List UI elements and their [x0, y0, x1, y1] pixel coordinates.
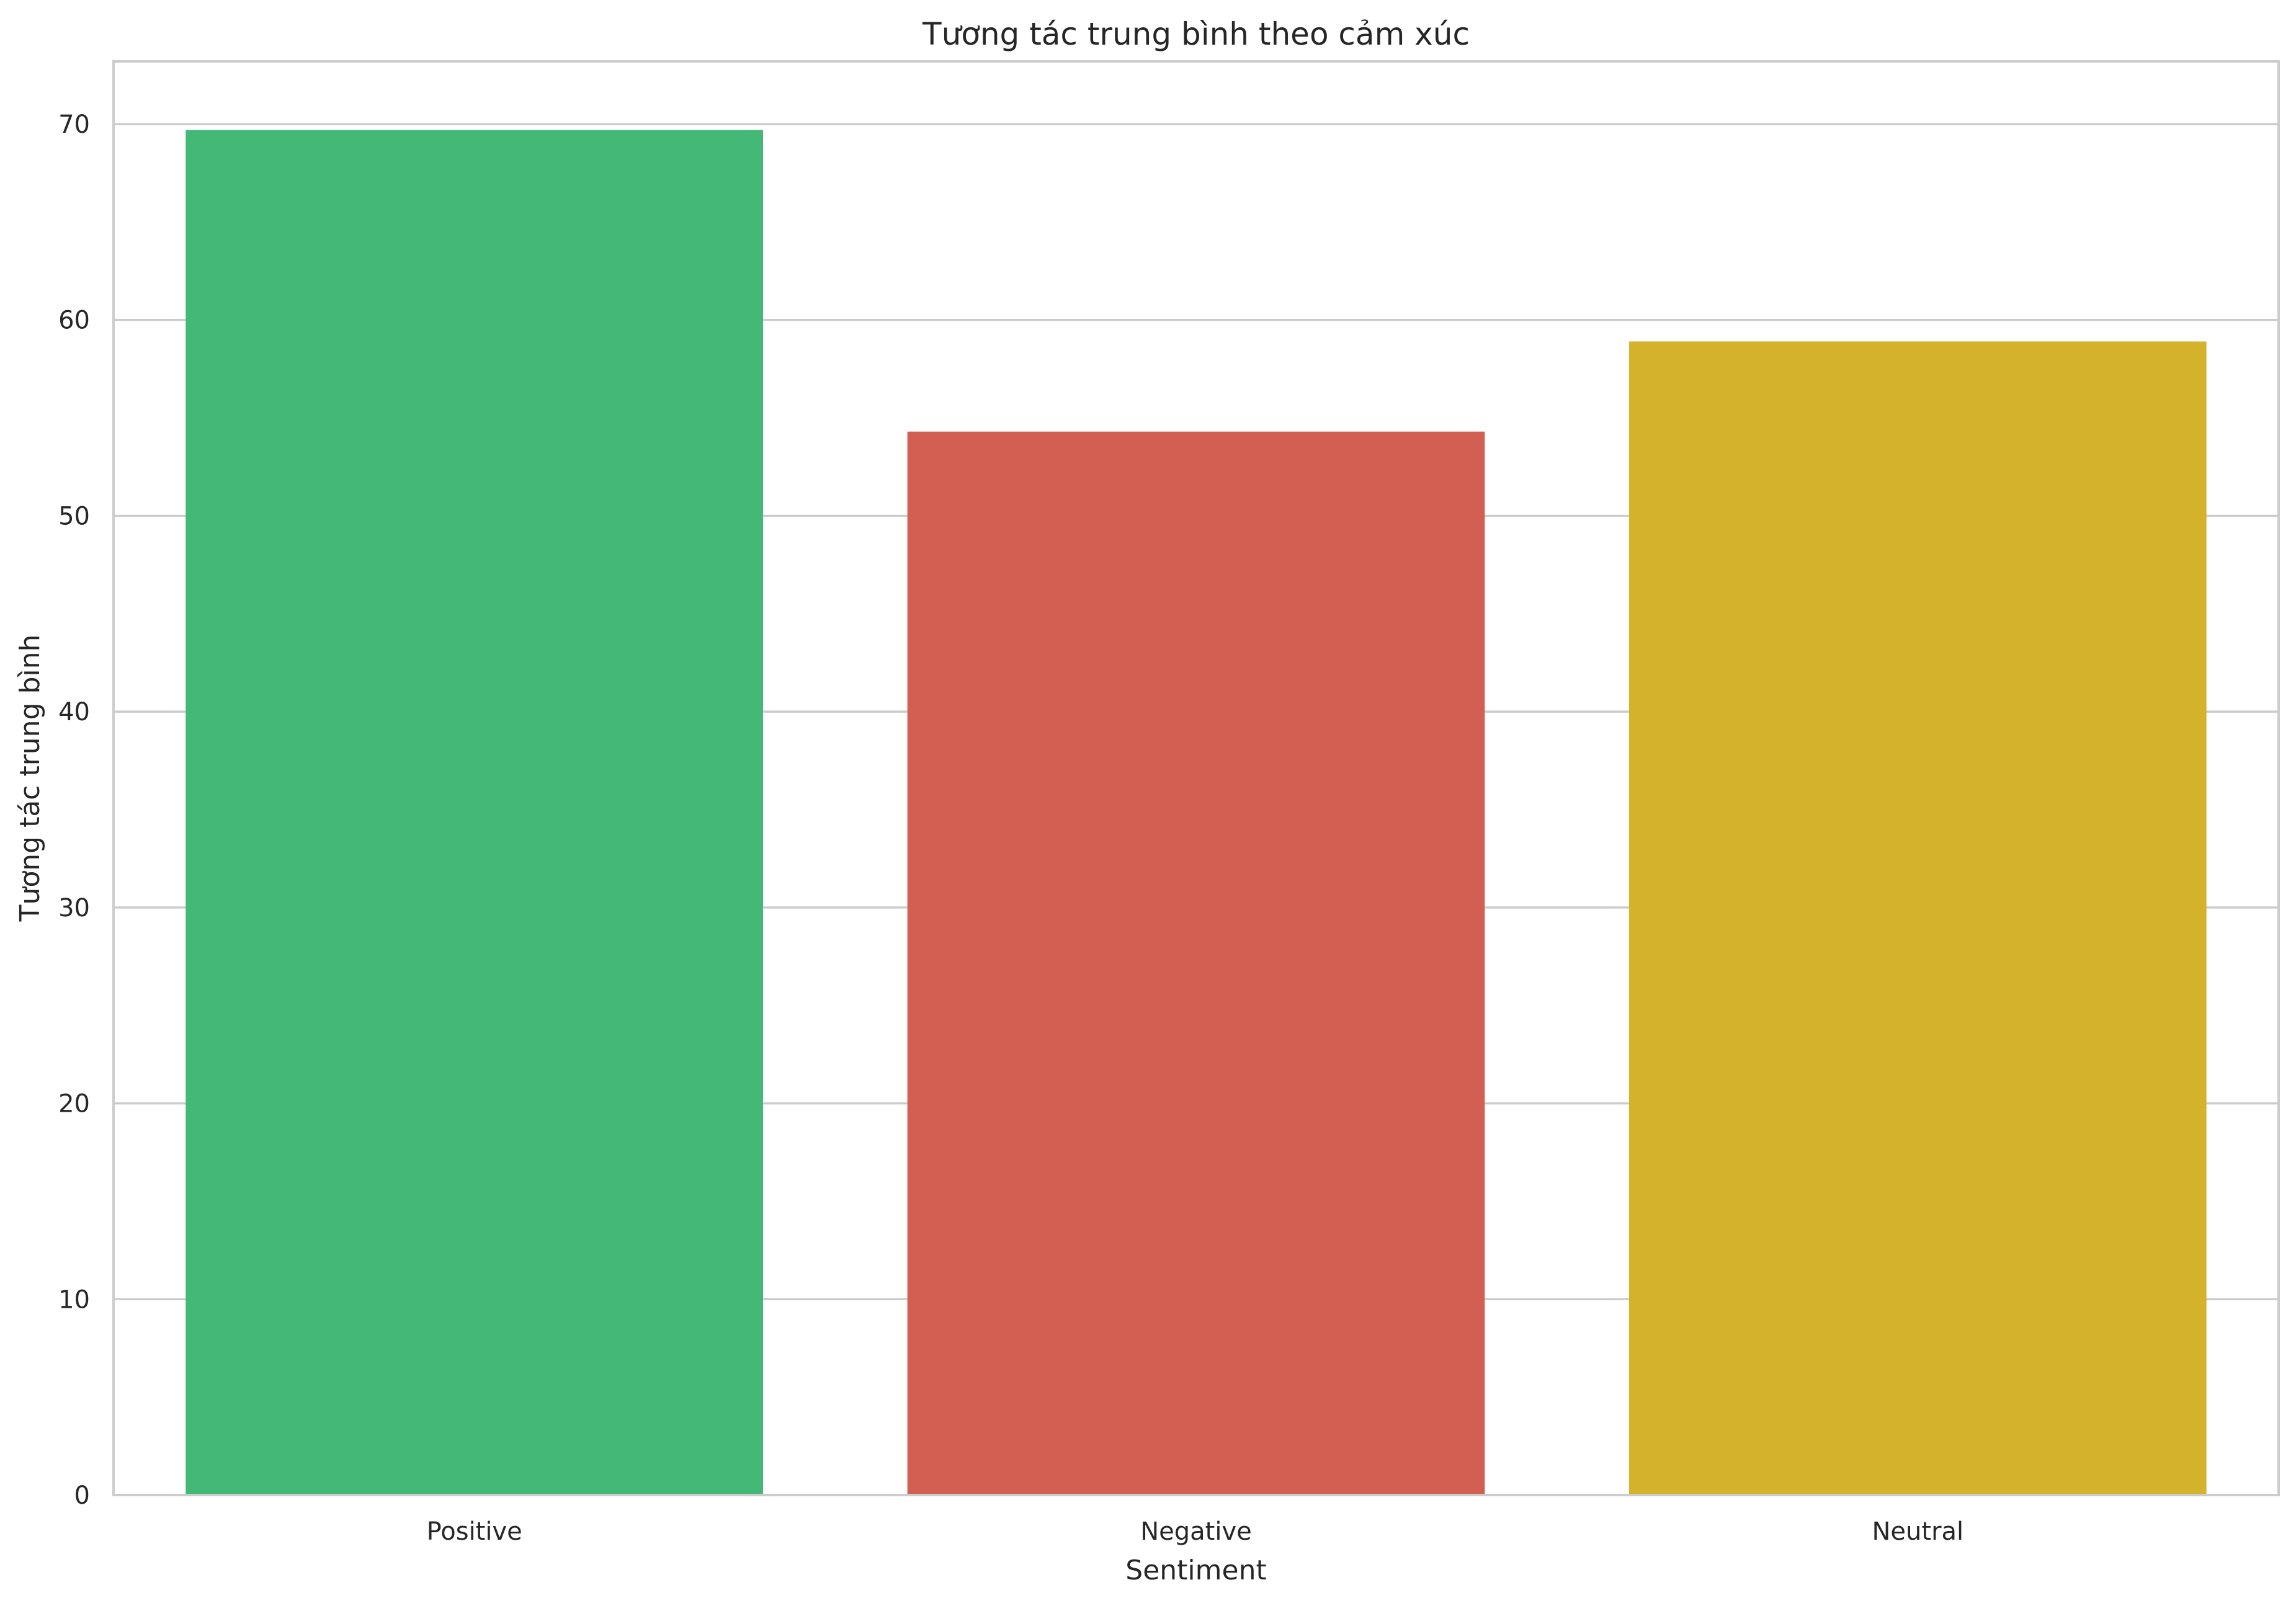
bar-neutral [1629, 341, 2207, 1495]
y-axis-label: Tương tác trung bình [14, 635, 46, 922]
y-tick-label: 10 [58, 1285, 90, 1314]
y-tick-label: 20 [58, 1090, 90, 1119]
y-tick-label: 60 [58, 306, 90, 335]
bar-positive [185, 130, 763, 1496]
x-axis-label: Sentiment [1125, 1555, 1266, 1586]
x-tick-label: Neutral [1872, 1517, 1964, 1546]
y-tick-labels: 0 10 20 30 40 50 60 70 [58, 110, 90, 1510]
x-tick-label: Positive [427, 1517, 522, 1546]
y-tick-label: 70 [58, 110, 90, 139]
y-tick-label: 40 [58, 698, 90, 726]
x-tick-label: Negative [1140, 1517, 1252, 1546]
plot-frame [112, 60, 2280, 1496]
bar-negative [907, 431, 1485, 1495]
bars [185, 130, 2207, 1496]
x-tick-labels: Positive Negative Neutral [427, 1517, 1964, 1546]
y-tick-label: 50 [58, 502, 90, 530]
chart-title: Tương tác trung bình theo cảm xúc [922, 16, 1470, 52]
y-tick-label: 0 [74, 1481, 90, 1510]
y-tick-label: 30 [58, 894, 90, 922]
